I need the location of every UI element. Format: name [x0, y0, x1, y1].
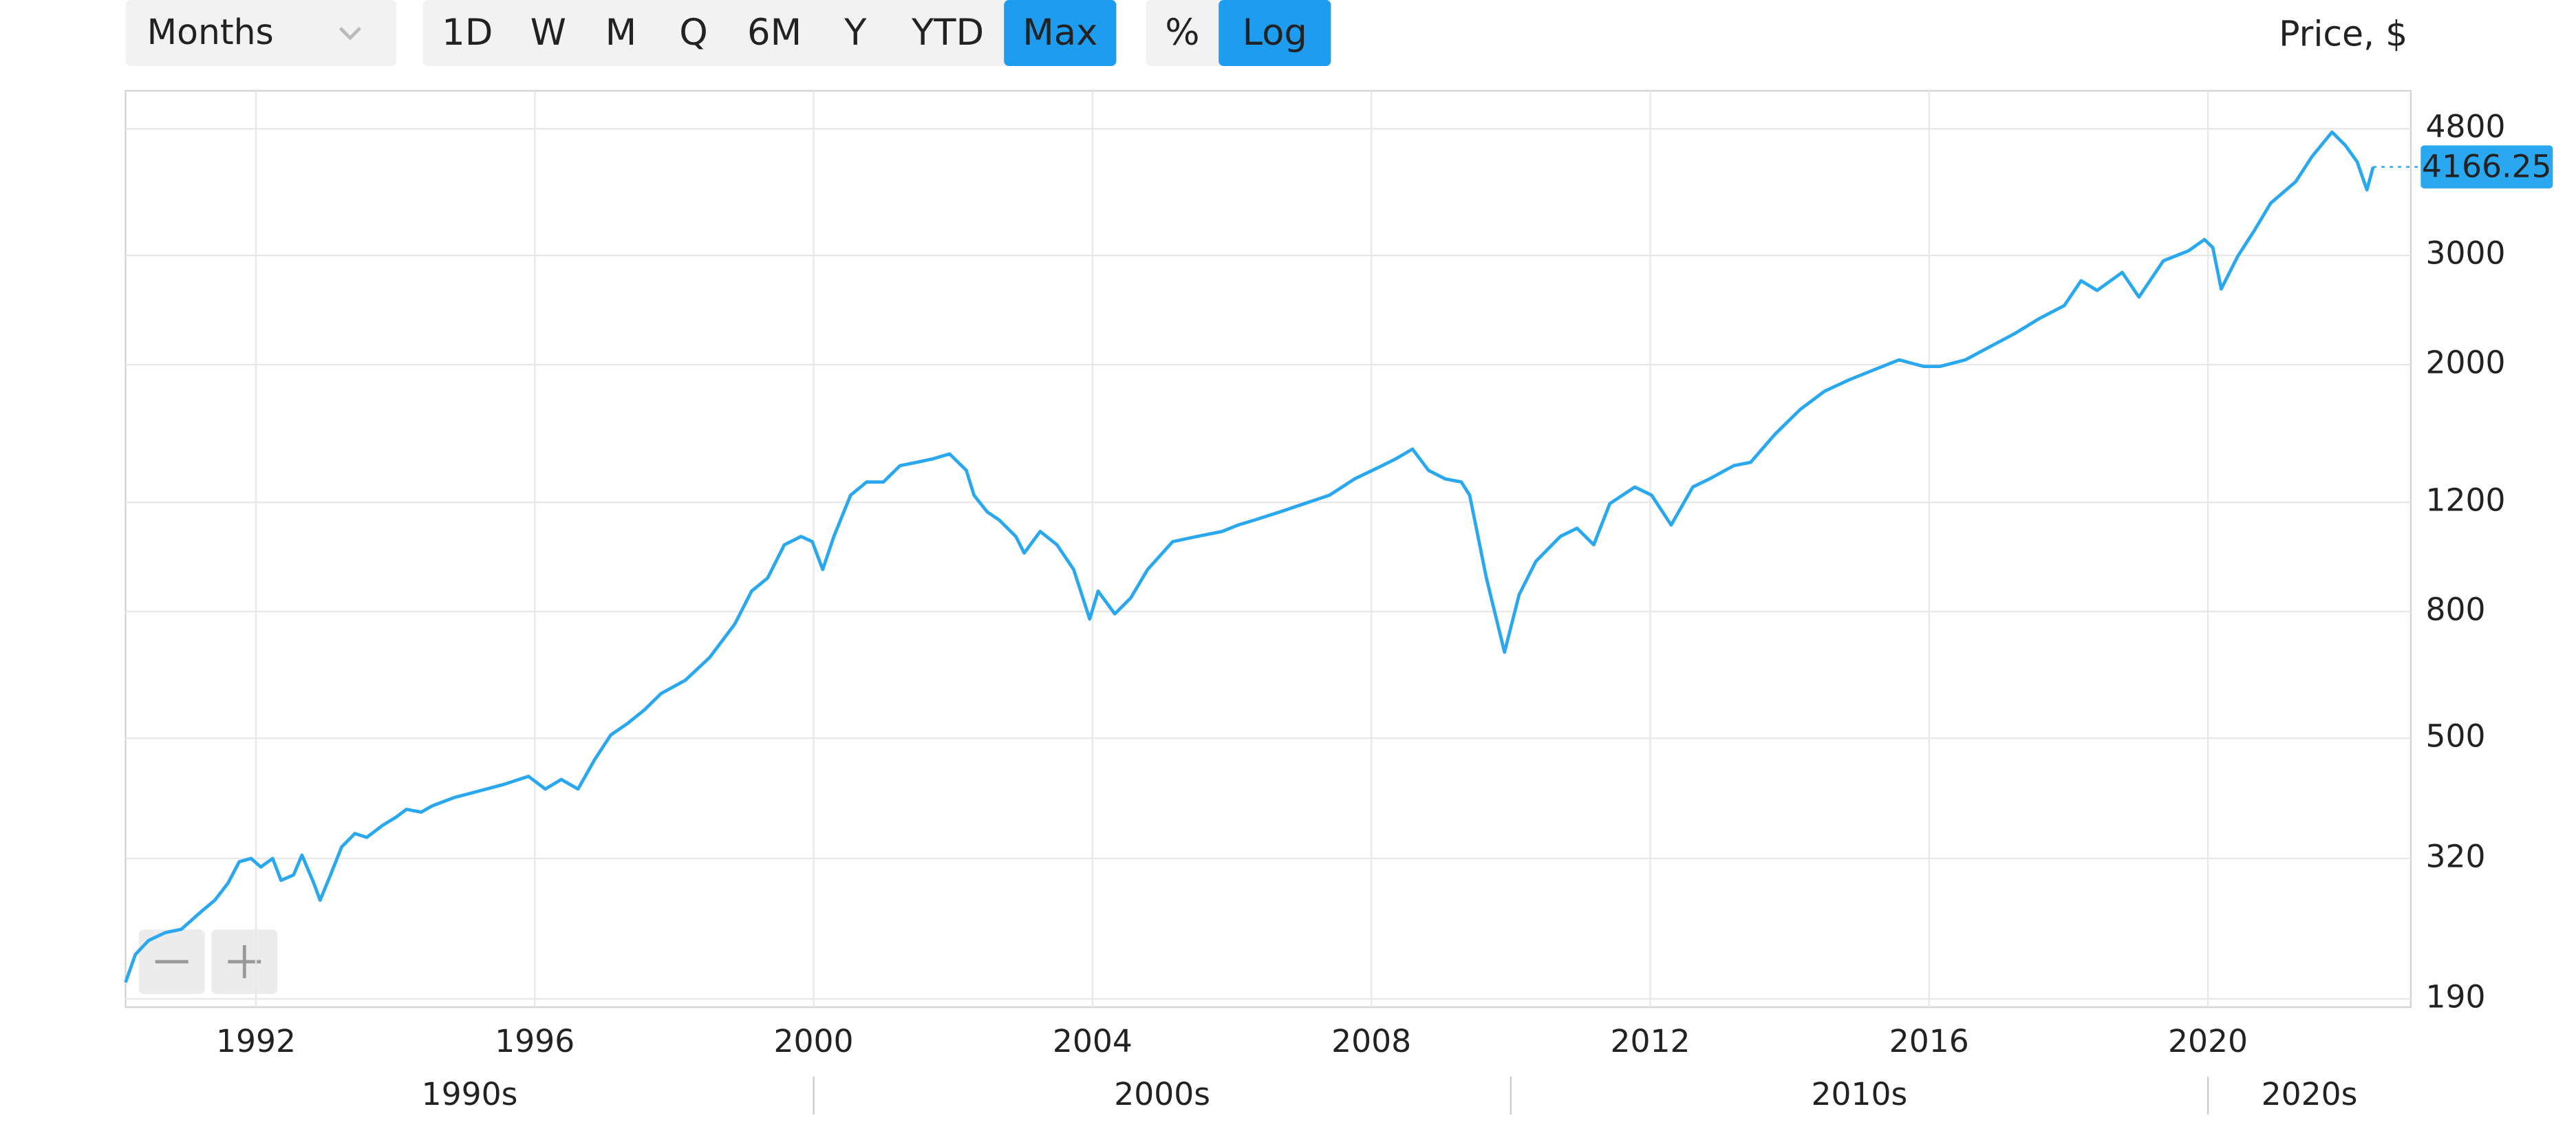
y-tick-label: 3000	[2426, 235, 2506, 272]
x-tick-label: 2020	[2168, 1023, 2248, 1059]
button-label[interactable]: YTD	[911, 12, 984, 54]
y-tick-label: 500	[2426, 718, 2486, 755]
button-label[interactable]: Y	[844, 12, 867, 54]
button-label[interactable]: %	[1165, 12, 1199, 54]
y-axis-label: Price, $	[2279, 13, 2407, 54]
y-tick-label: 800	[2426, 591, 2486, 627]
decade-label: 2010s	[1812, 1076, 1908, 1112]
plot-border	[125, 89, 2412, 1009]
button-active[interactable]	[1004, 0, 1117, 66]
decade-label: 2020s	[2262, 1076, 2358, 1112]
y-tick-label: 4800	[2426, 109, 2506, 145]
decade-label: 1990s	[422, 1076, 518, 1112]
button-label[interactable]: W	[530, 12, 566, 54]
button-label[interactable]: Max	[1022, 12, 1097, 54]
x-tick-label: 2004	[1053, 1023, 1133, 1059]
button-group[interactable]	[422, 0, 1117, 66]
x-tick-label: 1992	[216, 1023, 296, 1059]
button-label[interactable]: Q	[679, 12, 708, 54]
dropdown-chevron[interactable]	[339, 27, 361, 41]
last-price-label: 4166.25	[2422, 149, 2551, 185]
x-tick-label: 2000	[774, 1023, 854, 1059]
decade-label: 2000s	[1114, 1076, 1210, 1112]
y-tick-label: 320	[2426, 838, 2486, 874]
x-tick-label: 2008	[1331, 1023, 1411, 1059]
x-tick-label: 2016	[1889, 1023, 1969, 1059]
interval-dropdown[interactable]	[125, 0, 397, 66]
x-tick-label: 1996	[495, 1023, 575, 1059]
interval-label[interactable]: Months	[147, 12, 274, 52]
y-tick-label: 2000	[2426, 345, 2506, 381]
button-label[interactable]: 6M	[747, 12, 802, 54]
price-line	[124, 130, 2375, 983]
button-label[interactable]: Log	[1243, 12, 1307, 54]
last-price-tag	[2421, 145, 2553, 188]
button-label[interactable]: M	[605, 12, 637, 54]
button-active[interactable]	[1219, 0, 1331, 66]
y-tick-label: 1200	[2426, 482, 2506, 519]
x-tick-label: 2012	[1610, 1023, 1690, 1059]
y-tick-label: 190	[2426, 978, 2486, 1015]
button-label[interactable]: 1D	[442, 12, 493, 54]
